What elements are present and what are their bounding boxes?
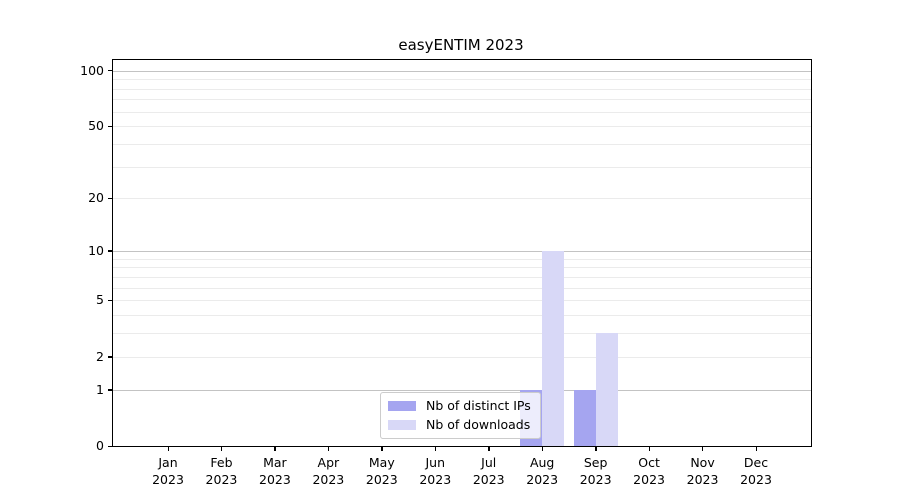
x-tick-label: Aug 2023 xyxy=(526,455,559,487)
minor-gridline xyxy=(113,276,811,278)
x-tick-mark xyxy=(220,447,223,451)
legend-swatch-distinct-ips xyxy=(388,400,416,412)
y-tick-mark xyxy=(108,70,112,72)
plot-area: 0 1 2 5 10 20 50 100 Jan 2023 Feb 2023 Mar 2023 Apr… xyxy=(80,59,812,487)
minor-gridline xyxy=(113,356,811,358)
y-tick-label: 2 xyxy=(96,348,104,364)
y-tick-mark xyxy=(108,250,112,252)
minor-gridline xyxy=(113,258,811,260)
y-tick-label: 20 xyxy=(88,190,104,206)
x-tick-mark xyxy=(167,447,169,451)
x-tick-mark xyxy=(434,447,437,451)
y-tick-mark xyxy=(108,125,112,128)
legend-item-distinct-ips: Nb of distinct IPs xyxy=(388,399,531,413)
minor-gridline xyxy=(113,333,811,335)
y-tick-mark xyxy=(108,445,112,447)
minor-gridline xyxy=(113,79,811,81)
x-tick-mark xyxy=(595,447,597,451)
y-tick-label: 10 xyxy=(88,242,104,258)
x-tick-mark xyxy=(648,447,650,451)
minor-gridline xyxy=(113,143,811,145)
y-tick-mark xyxy=(108,197,112,200)
x-tick-mark xyxy=(702,447,704,451)
x-tick-label: Oct 2023 xyxy=(633,455,665,487)
minor-gridline xyxy=(113,99,811,101)
bar-distinct-ips xyxy=(573,389,596,446)
minor-gridline xyxy=(113,166,811,168)
x-tick-label: Feb 2023 xyxy=(205,455,238,487)
legend: Nb of distinct IPs Nb of downloads xyxy=(380,392,541,439)
x-tick-label: Mar 2023 xyxy=(259,455,291,487)
major-gridline xyxy=(113,70,811,72)
x-tick-label: Apr 2023 xyxy=(312,455,345,487)
minor-gridline xyxy=(113,111,811,113)
bar-downloads xyxy=(542,250,565,446)
x-tick-mark xyxy=(381,447,383,451)
x-tick-label: Nov 2023 xyxy=(686,455,719,487)
x-tick-label: Jul 2023 xyxy=(472,455,505,487)
x-tick-label: Jan 2023 xyxy=(152,455,184,487)
x-tick-mark xyxy=(274,447,276,451)
minor-gridline xyxy=(113,126,811,128)
legend-swatch-downloads xyxy=(388,419,416,431)
axis-ticks-layer: 0 1 2 5 10 20 50 100 Jan 2023 Feb 2023 Mar 2023 Apr… xyxy=(80,60,811,487)
legend-label-downloads: Nb of downloads xyxy=(426,417,531,432)
x-tick-label: Dec 2023 xyxy=(740,455,772,487)
minor-gridline xyxy=(113,267,811,269)
y-tick-label: 100 xyxy=(80,62,104,78)
bars-layer xyxy=(113,60,811,446)
x-tick-label: May 2023 xyxy=(365,455,398,487)
legend-item-downloads: Nb of downloads xyxy=(388,418,531,432)
x-tick-label: Sep 2023 xyxy=(579,455,612,487)
legend-label-distinct-ips: Nb of distinct IPs xyxy=(426,398,531,413)
y-tick-mark xyxy=(108,389,112,391)
gridlines-layer xyxy=(113,60,811,446)
x-tick-label: Jun 2023 xyxy=(419,455,452,487)
x-tick-mark xyxy=(327,447,330,451)
y-tick-label: 50 xyxy=(88,118,104,134)
chart-title: easyENTIM 2023 xyxy=(398,36,524,54)
y-tick-label: 1 xyxy=(96,381,104,397)
minor-gridline xyxy=(113,88,811,90)
y-tick-mark xyxy=(108,356,112,358)
y-tick-label: 0 xyxy=(96,438,104,453)
minor-gridline xyxy=(113,287,811,289)
y-tick-mark xyxy=(108,299,112,302)
y-tick-label: 5 xyxy=(96,292,104,308)
x-tick-mark xyxy=(755,447,757,451)
minor-gridline xyxy=(113,198,811,200)
major-gridline xyxy=(113,389,811,391)
major-gridline xyxy=(113,250,811,252)
x-tick-mark xyxy=(541,447,544,451)
bar-downloads xyxy=(595,333,618,446)
x-tick-mark xyxy=(488,447,490,451)
minor-gridline xyxy=(113,300,811,302)
minor-gridline xyxy=(113,315,811,317)
